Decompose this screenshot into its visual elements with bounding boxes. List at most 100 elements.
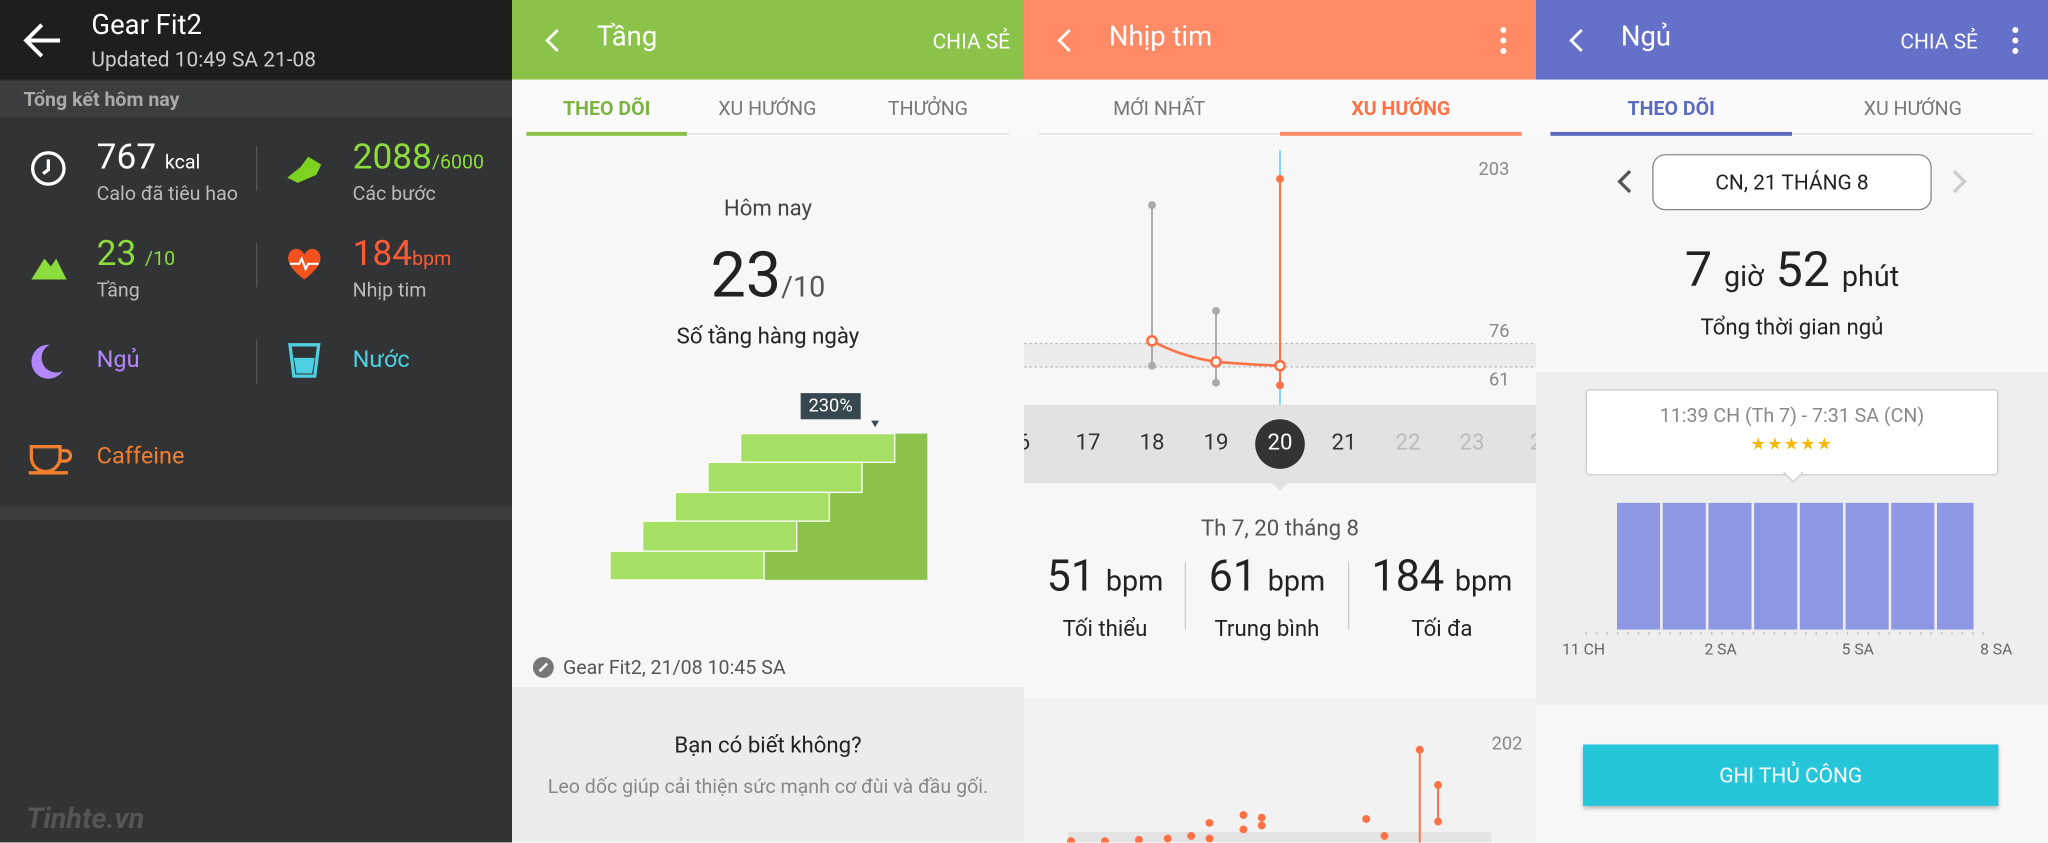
- value: 184: [352, 232, 413, 275]
- caption: Số tầng hàng ngày: [676, 323, 860, 351]
- axis-label: 76: [1488, 321, 1510, 343]
- value: 184: [1371, 551, 1445, 603]
- share-button[interactable]: CHIA SẺ: [932, 28, 1011, 54]
- date: Th 7, 20 tháng 8: [1200, 515, 1360, 543]
- value: 51: [1046, 551, 1096, 603]
- sleep-label: Ngủ: [96, 346, 140, 374]
- floors-label: Tầng: [96, 278, 140, 302]
- separator: [0, 506, 512, 520]
- calorie-value: 767 kcal: [97, 136, 201, 178]
- hours-unit: giờ: [1724, 261, 1764, 294]
- day-label[interactable]: 22: [1395, 429, 1421, 456]
- day-label[interactable]: 18: [1139, 429, 1165, 456]
- value: 767: [96, 135, 157, 178]
- calorie-label: Calo đã tiêu hao: [96, 181, 238, 206]
- sleep-icon: [31, 344, 63, 379]
- value: 23: [96, 232, 137, 275]
- day-label[interactable]: 19: [1203, 429, 1229, 456]
- tab-indicator: [526, 131, 688, 136]
- today-label: Hôm nay: [723, 195, 813, 223]
- unit: bpm: [1105, 565, 1164, 599]
- day-label[interactable]: 23: [1459, 429, 1485, 456]
- unit: /6000: [431, 150, 485, 174]
- hours: 7: [1684, 242, 1713, 300]
- day-label[interactable]: 2: [1510, 430, 1536, 456]
- tab[interactable]: XU HƯỚNG: [718, 96, 817, 121]
- floors-value: 23/10: [512, 238, 1024, 312]
- tip-card: [511, 687, 1024, 843]
- share-button[interactable]: CHIA SẺ: [1900, 28, 1978, 54]
- minutes: 52: [1775, 242, 1830, 300]
- axis-label: 8 SA: [1980, 639, 2013, 659]
- date-pill[interactable]: [1652, 154, 1932, 211]
- calorie-icon: [31, 151, 66, 186]
- tab-line: [1038, 133, 1280, 135]
- sleep-range: 11:39 CH (Th 7) - 7:31 SA (CN): [1659, 403, 1925, 428]
- header: [1535, 0, 2048, 80]
- section-title: Tổng kết hôm nay: [23, 87, 180, 112]
- stairs-graphic: [609, 420, 928, 581]
- steps-icon: [287, 156, 322, 183]
- heart-label: Nhịp tim: [352, 278, 427, 302]
- tab[interactable]: THEO DÕI: [563, 96, 651, 121]
- floors-icon: [31, 258, 67, 280]
- menu-button[interactable]: [1499, 26, 1507, 55]
- caffeine-icon: [28, 445, 73, 475]
- axis-label: 5 SA: [1841, 639, 1874, 659]
- value: 61: [1208, 551, 1258, 603]
- manual-entry-button[interactable]: GHI THỦ CÔNG: [1583, 744, 1999, 806]
- axis-label: 61: [1488, 369, 1510, 391]
- tip-title: Bạn có biết không?: [674, 732, 862, 759]
- goal: /10: [781, 271, 826, 305]
- prev-button[interactable]: [1617, 169, 1633, 194]
- axis-label: 2 SA: [1704, 639, 1737, 659]
- day-label[interactable]: 20: [1267, 429, 1293, 456]
- tab[interactable]: XU HƯỚNG: [1863, 96, 1962, 121]
- title: Gear Fit2: [91, 10, 202, 42]
- menu-button[interactable]: [2011, 26, 2019, 55]
- heart-rate-panel: Nhịp tim MỚI NHẤT XU HƯỚNG 203 76 61 Th …: [1023, 0, 1536, 843]
- back-button[interactable]: [1055, 29, 1073, 53]
- back-button[interactable]: [1567, 29, 1585, 53]
- value: 23: [710, 237, 782, 313]
- tabs: [1535, 79, 2048, 138]
- tab[interactable]: MỚI NHẤT: [1113, 96, 1206, 121]
- badge: 230%: [800, 393, 861, 420]
- title: Ngủ: [1620, 22, 1671, 54]
- floors-value: 23 /10: [97, 232, 176, 274]
- sleep-duration: 7 giờ 52 phút: [1536, 243, 2048, 299]
- summary-panel: Gear Fit2 Updated 10:49 SA 21-08 Tổng kế…: [0, 0, 512, 843]
- value: 2088: [352, 135, 432, 178]
- day-label[interactable]: 6: [1024, 430, 1050, 456]
- trend-chart: [1023, 150, 1536, 405]
- header: [0, 0, 512, 80]
- water-label: Nước: [352, 346, 410, 374]
- tab[interactable]: XU HƯỚNG: [1351, 96, 1451, 121]
- header: [1023, 0, 1536, 80]
- tooltip-card: [1585, 389, 1999, 476]
- unit: bpm: [1267, 565, 1326, 599]
- tabs: [1023, 79, 1536, 138]
- tab[interactable]: THEO DÕI: [1627, 96, 1715, 121]
- water-icon: [288, 343, 321, 378]
- tab-indicator: [1279, 131, 1522, 136]
- next-button[interactable]: [1951, 169, 1967, 194]
- day-label[interactable]: 21: [1331, 429, 1357, 456]
- stat-label: Trung bình: [1214, 616, 1320, 643]
- back-button[interactable]: [543, 29, 561, 53]
- steps-label: Các bước: [352, 181, 436, 206]
- tab-indicator: [1550, 131, 1792, 136]
- day-label[interactable]: 17: [1075, 429, 1101, 456]
- section-bar: [0, 80, 512, 118]
- floors-panel: Tầng CHIA SẺ THEO DÕI XU HƯỚNG THƯỞNG Hô…: [511, 0, 1024, 843]
- watermark: Tinhte.vn: [26, 803, 145, 836]
- divider: [1184, 561, 1186, 630]
- axis-label: 202: [1491, 734, 1523, 755]
- axis-label: 11 CH: [1562, 639, 1606, 659]
- divider: [255, 339, 258, 384]
- tab[interactable]: THƯỞNG: [887, 96, 969, 121]
- minutes-unit: phút: [1841, 261, 1900, 294]
- stat-value: 61 bpm: [1176, 551, 1359, 602]
- back-arrow[interactable]: [23, 21, 63, 60]
